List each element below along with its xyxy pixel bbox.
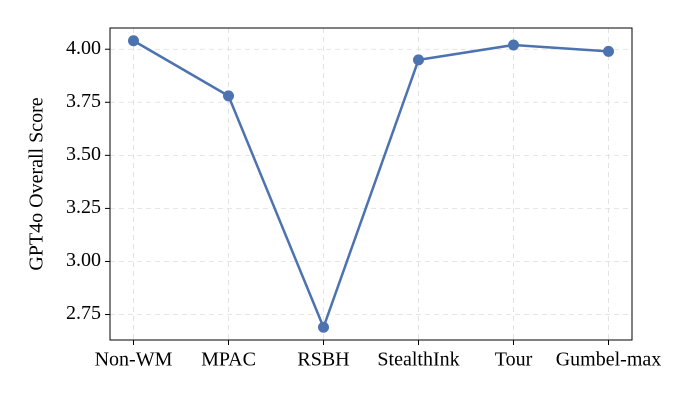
x-tick-label: StealthInk bbox=[377, 349, 459, 371]
marker bbox=[223, 90, 234, 102]
plot-frame bbox=[109, 27, 633, 341]
marker bbox=[508, 39, 519, 51]
y-tick-label: 3.75 bbox=[66, 90, 101, 112]
y-tick-label: 3.50 bbox=[66, 143, 101, 165]
y-tick-label: 4.00 bbox=[66, 37, 101, 59]
y-axis-label: GPT4o Overall Score bbox=[26, 97, 48, 270]
x-tick-label: Gumbel-max bbox=[556, 349, 662, 371]
x-tick-label: Tour bbox=[495, 349, 533, 371]
x-tick-label: RSBH bbox=[297, 349, 349, 371]
x-tick-label: MPAC bbox=[201, 349, 256, 371]
x-tick-label: Non-WM bbox=[95, 349, 173, 371]
marker bbox=[128, 35, 139, 47]
line bbox=[132, 39, 609, 331]
y-tick-label: 2.75 bbox=[66, 302, 101, 324]
marker bbox=[318, 321, 329, 333]
y-tick-label: 3.00 bbox=[66, 249, 101, 271]
marker bbox=[413, 54, 424, 66]
y-tick-label: 3.25 bbox=[66, 196, 101, 218]
marker bbox=[603, 45, 614, 57]
